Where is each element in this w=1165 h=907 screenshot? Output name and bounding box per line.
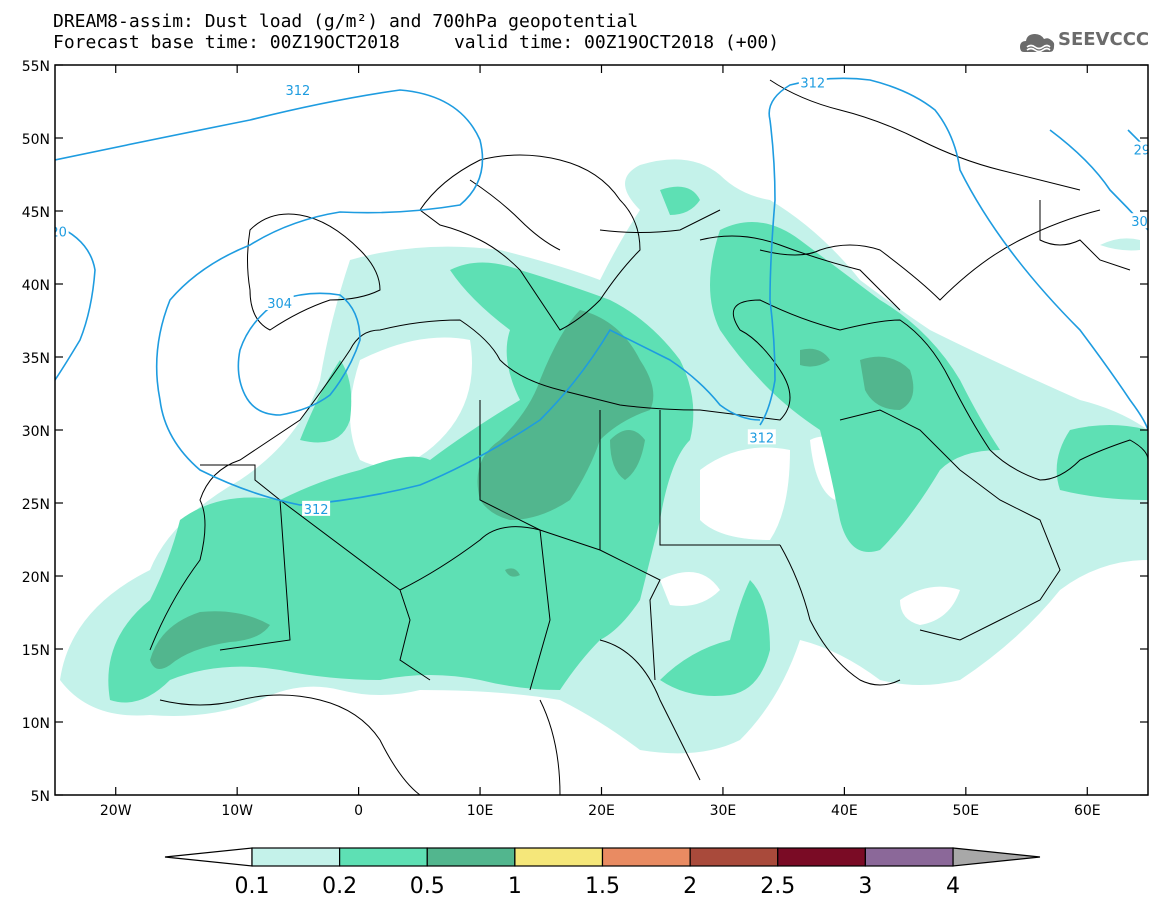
axis-ticks [55,64,1148,796]
contour-label-bg [55,223,69,239]
colorbar-label: 4 [946,874,960,899]
lat-label: 40N [22,278,50,294]
lat-label: 15N [22,643,50,659]
contour-label: 29 [1134,144,1151,159]
colorbar-under-arrow [164,847,253,867]
lat-label: 30N [22,424,50,440]
colorbar-swatch [426,847,516,867]
dust-region-dark [150,310,914,669]
colorbar-label: 0.2 [322,874,358,899]
contour-label-bg [283,81,312,97]
colorbar-swatch [339,847,428,867]
chart-title: DREAM8-assim: Dust load (g/m²) and 700hP… [53,11,639,32]
lat-label: 5N [31,789,50,805]
lon-labels: 20W 10W 0 10E 20E 30E 40E 50E 60E [100,803,1101,819]
contour-label-bg [747,429,776,445]
colorbar-label: 0.5 [409,874,445,899]
colorbar-over-arrow [952,847,1041,867]
lat-label: 25N [22,497,50,513]
lon-label: 10W [221,803,253,819]
lat-labels: 55N 50N 45N 40N 35N 30N 25N 20N 15N 10N 5N [22,59,50,805]
colorbar-swatch [689,847,779,867]
contour-label-bg [1129,213,1148,229]
lon-label: 60E [1074,803,1101,819]
colorbar-swatch [251,847,341,867]
colorbar-swatch [514,847,604,867]
lat-label: 10N [22,716,50,732]
contour-label: 312 [285,84,310,99]
contour-label: 312 [749,431,774,446]
colorbar-label: 2.5 [760,874,796,899]
lon-label: 40E [831,803,858,819]
lat-label: 35N [22,351,50,367]
colorbar-swatch [864,847,954,867]
contour-label-bg [798,74,827,90]
lat-label: 45N [22,205,50,221]
contour-label-bg [302,500,331,516]
colorbar-label: 1.5 [585,874,620,899]
colorbar-swatch [601,847,691,867]
colorbar-label: 2 [683,874,698,899]
lon-label: 20E [588,803,615,819]
contour-label: 312 [304,503,329,518]
lat-label: 55N [22,59,50,75]
lon-label: 20W [100,803,132,819]
country-borders [149,79,1148,795]
cloud-icon [1020,34,1055,53]
contour-label: 30 [1131,215,1148,230]
contour-label: 20 [50,225,67,240]
contour-label: 312 [800,77,825,92]
colorbar-label: 1 [507,874,522,899]
contour-label-bg [265,294,294,310]
contour-label-bg [1131,141,1148,157]
logo-text: SEEVCCC [1058,29,1150,50]
lat-label: 50N [22,132,50,148]
colorbar-label: 0.1 [234,874,270,899]
lat-label: 20N [22,570,50,586]
lon-label: 50E [952,803,979,819]
dust-region-clear [350,337,960,625]
contour-label: 304 [267,297,292,312]
lon-label: 30E [710,803,737,819]
chart-subtitle: Forecast base time: 00Z19OCT2018 valid t… [53,32,780,53]
lon-label: 0 [354,803,363,819]
colorbar [164,847,1041,867]
colorbar-swatch [777,847,866,867]
colorbar-label: 3 [858,874,873,899]
lon-label: 10E [467,803,494,819]
